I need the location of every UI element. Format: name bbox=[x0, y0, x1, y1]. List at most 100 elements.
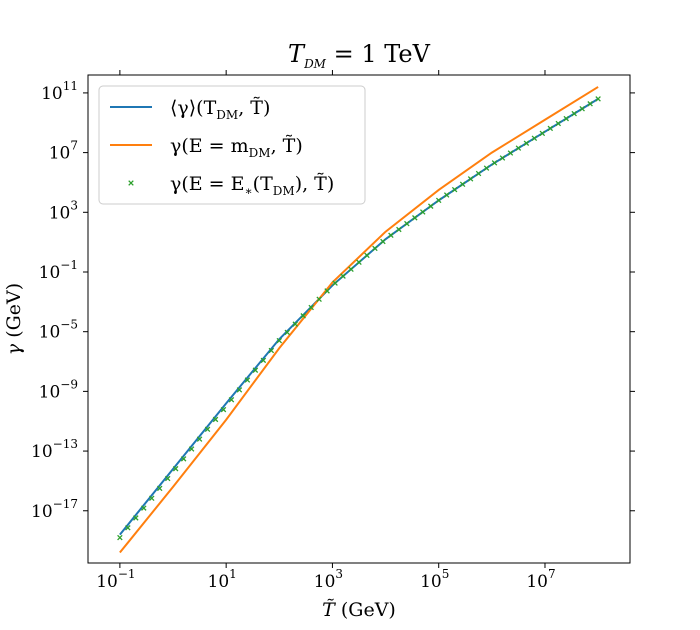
legend-label-series-3-mid: (T bbox=[253, 173, 273, 195]
series-markers-3 bbox=[117, 96, 601, 541]
y-tick-label-power-3: −1 bbox=[60, 258, 78, 272]
series-marker-3-20 bbox=[276, 337, 283, 344]
series-marker-3-5 bbox=[156, 485, 163, 492]
legend-label-series-1-pre: ⟨γ⟩(T bbox=[170, 97, 217, 119]
legend: ⟨γ⟩(TDM, T̃) γ(E = mDM, T̃) γ(E = E∗(TDM… bbox=[98, 85, 366, 205]
series-marker-3-33 bbox=[380, 238, 386, 245]
y-tick-label-base-0: 10 bbox=[41, 84, 63, 104]
series-marker-3-56 bbox=[563, 115, 569, 122]
y-tick-label-0: 1011 bbox=[41, 79, 78, 104]
legend-label-series-2-post: , T̃) bbox=[271, 135, 303, 157]
series-marker-3-42 bbox=[451, 186, 458, 193]
legend-label-series-1: ⟨γ⟩(TDM, T̃) bbox=[170, 97, 270, 122]
series-marker-3-21 bbox=[284, 329, 291, 336]
y-tick-label-7: 10−17 bbox=[31, 497, 78, 522]
series-marker-3-50 bbox=[515, 145, 522, 151]
series-marker-3-26 bbox=[324, 288, 330, 294]
series-marker-3-6 bbox=[164, 475, 171, 482]
series-marker-3-31 bbox=[364, 252, 370, 259]
y-tick-label-base-4: 10 bbox=[39, 323, 61, 343]
series-marker-3-32 bbox=[372, 245, 378, 252]
y-tick-label-base-3: 10 bbox=[39, 263, 61, 283]
x-tick-label-base-4: 10 bbox=[526, 572, 548, 592]
series-marker-3-36 bbox=[404, 220, 410, 227]
series-layer bbox=[117, 86, 601, 554]
series-marker-3-27 bbox=[332, 280, 338, 286]
series-marker-3-58 bbox=[579, 105, 585, 112]
y-tick-label-base-1: 10 bbox=[49, 144, 71, 164]
y-tick-label-4: 10−5 bbox=[39, 318, 78, 343]
series-marker-3-37 bbox=[412, 215, 418, 221]
y-tick-label-base-6: 10 bbox=[31, 442, 53, 462]
series-marker-3-10 bbox=[196, 436, 203, 442]
series-marker-3-30 bbox=[356, 259, 362, 266]
series-marker-3-3 bbox=[141, 505, 147, 511]
legend-marker-series-3 bbox=[128, 180, 134, 186]
y-tick-label-2: 103 bbox=[49, 198, 78, 223]
x-axis-ticks: 10−1 101 103 105 107 bbox=[96, 70, 556, 592]
series-marker-3-59 bbox=[587, 101, 593, 107]
series-marker-3-1 bbox=[125, 525, 131, 531]
chart-title-main: T bbox=[288, 40, 306, 68]
series-marker-3-0 bbox=[117, 534, 123, 541]
series-marker-3-24 bbox=[308, 304, 314, 311]
x-tick-label-power-4: 7 bbox=[548, 567, 556, 581]
x-tick-label-2: 103 bbox=[314, 567, 343, 592]
x-tick-label-power-1: 1 bbox=[229, 567, 237, 581]
y-tick-label-power-0: 11 bbox=[63, 79, 78, 93]
legend-label-series-3-sub: ∗ bbox=[245, 184, 253, 198]
legend-label-series-3: γ(E = E∗(TDM), T̃) bbox=[170, 173, 334, 198]
legend-label-series-1-post: , T̃) bbox=[238, 97, 270, 119]
series-marker-3-8 bbox=[180, 456, 187, 462]
y-axis-title-unit: (GeV) bbox=[3, 283, 25, 344]
legend-box bbox=[98, 85, 366, 205]
series-marker-3-54 bbox=[547, 125, 554, 132]
x-tick-label-base-0: 10 bbox=[96, 572, 118, 592]
series-marker-3-51 bbox=[523, 140, 530, 146]
series-marker-3-12 bbox=[212, 416, 219, 423]
series-marker-3-15 bbox=[236, 387, 243, 393]
legend-label-series-3-pre: γ(E = E bbox=[170, 173, 245, 195]
series-marker-3-22 bbox=[292, 321, 298, 327]
legend-label-series-2-sub: DM bbox=[249, 146, 271, 160]
series-marker-3-9 bbox=[188, 446, 195, 452]
x-tick-label-power-2: 3 bbox=[335, 567, 343, 581]
y-tick-label-5: 10−9 bbox=[39, 377, 78, 402]
legend-swatch-series-3 bbox=[128, 180, 134, 186]
series-marker-3-60 bbox=[595, 96, 601, 102]
series-marker-3-2 bbox=[133, 515, 139, 521]
series-marker-3-52 bbox=[531, 135, 538, 142]
series-marker-3-38 bbox=[420, 209, 426, 215]
series-marker-3-19 bbox=[268, 347, 275, 354]
y-tick-label-power-2: 3 bbox=[70, 198, 78, 212]
series-marker-3-35 bbox=[396, 226, 402, 233]
y-tick-label-power-5: −9 bbox=[60, 377, 78, 391]
series-marker-3-47 bbox=[491, 160, 498, 166]
y-axis-title: γ (GeV) bbox=[3, 283, 25, 355]
x-tick-label-1: 101 bbox=[208, 567, 237, 592]
series-marker-3-29 bbox=[348, 266, 354, 272]
series-marker-3-34 bbox=[388, 232, 394, 239]
x-axis-title: T̃ (GeV) bbox=[322, 599, 396, 621]
series-marker-3-49 bbox=[507, 150, 514, 156]
x-tick-label-0: 10−1 bbox=[96, 567, 135, 592]
series-marker-3-28 bbox=[340, 273, 346, 279]
y-tick-label-power-6: −13 bbox=[53, 437, 78, 451]
series-marker-3-41 bbox=[443, 192, 450, 198]
chart-title-rest: = 1 TeV bbox=[326, 40, 431, 68]
x-tick-label-3: 105 bbox=[420, 567, 449, 592]
legend-label-series-1-sub: DM bbox=[216, 108, 238, 122]
y-axis-title-var: γ bbox=[3, 343, 25, 355]
y-tick-label-base-2: 10 bbox=[49, 203, 71, 223]
x-tick-label-base-3: 10 bbox=[420, 572, 442, 592]
x-tick-label-4: 107 bbox=[526, 567, 555, 592]
series-marker-3-46 bbox=[483, 165, 490, 171]
series-marker-3-44 bbox=[467, 176, 474, 182]
y-tick-label-power-1: 7 bbox=[70, 139, 78, 153]
x-tick-label-base-2: 10 bbox=[314, 572, 336, 592]
series-marker-3-17 bbox=[252, 367, 259, 373]
chart-title-sub: DM bbox=[303, 57, 327, 71]
y-tick-label-3: 10−1 bbox=[39, 258, 78, 283]
y-tick-label-base-5: 10 bbox=[39, 382, 61, 402]
